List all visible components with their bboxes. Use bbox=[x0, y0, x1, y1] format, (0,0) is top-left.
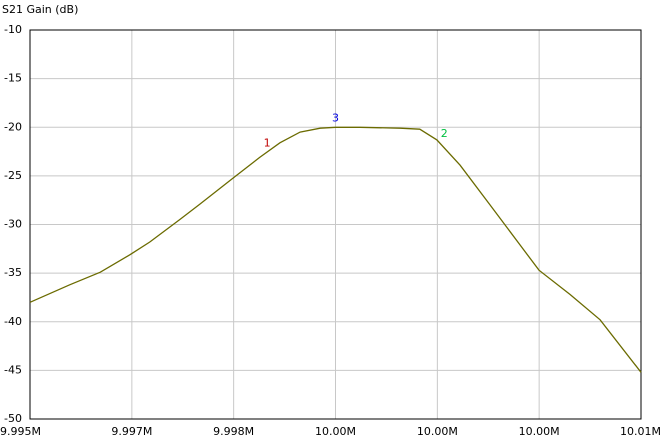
x-tick-label: 9.997M bbox=[111, 425, 152, 438]
y-tick-label: -40 bbox=[4, 315, 22, 328]
y-tick-label: -20 bbox=[4, 120, 22, 133]
y-tick-label: -25 bbox=[4, 169, 22, 182]
x-tick-label: 10.00M bbox=[315, 425, 356, 438]
y-tick-label: -45 bbox=[4, 363, 22, 376]
x-tick-label: 10.00M bbox=[519, 425, 560, 438]
x-tick-label: 9.995M bbox=[0, 425, 41, 438]
x-tick-label: 10.01M bbox=[620, 425, 661, 438]
trace bbox=[29, 126, 642, 373]
y-tick-label: -30 bbox=[4, 218, 22, 231]
marker-label: 2 bbox=[441, 127, 448, 140]
x-tick-label: 10.00M bbox=[417, 425, 458, 438]
marker-label: 3 bbox=[332, 111, 339, 124]
plot-border bbox=[29, 29, 642, 420]
chart-title: S21 Gain (dB) bbox=[2, 3, 78, 16]
y-tick-label: -15 bbox=[4, 72, 22, 85]
y-tick-label: -50 bbox=[4, 412, 22, 425]
marker-label: 1 bbox=[264, 137, 271, 150]
y-tick-label: -10 bbox=[4, 23, 22, 36]
y-tick-label: -35 bbox=[4, 266, 22, 279]
x-tick-label: 9.998M bbox=[213, 425, 254, 438]
